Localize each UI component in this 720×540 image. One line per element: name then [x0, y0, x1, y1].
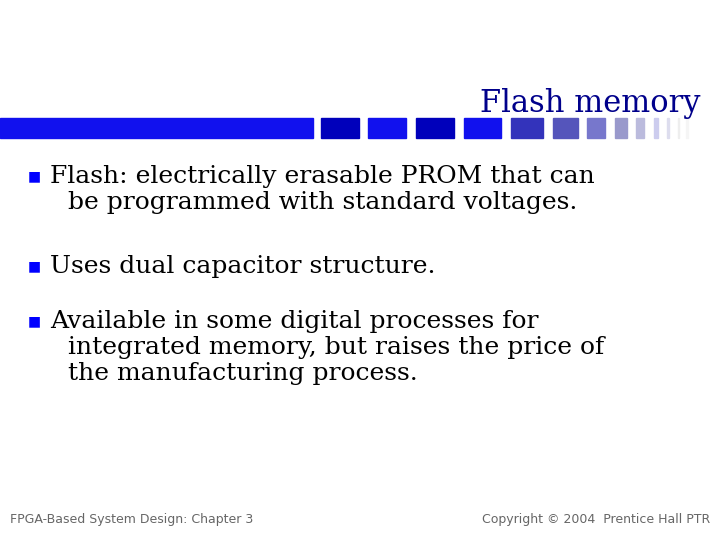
Bar: [615, 118, 626, 138]
Bar: [0, 118, 313, 138]
Bar: [321, 118, 359, 138]
Bar: [667, 118, 669, 138]
Text: be programmed with standard voltages.: be programmed with standard voltages.: [68, 191, 577, 214]
Text: ■: ■: [28, 259, 41, 273]
Text: Copyright © 2004  Prentice Hall PTR: Copyright © 2004 Prentice Hall PTR: [482, 513, 710, 526]
Text: Available in some digital processes for: Available in some digital processes for: [50, 310, 539, 333]
Text: the manufacturing process.: the manufacturing process.: [68, 362, 418, 385]
Bar: [553, 118, 577, 138]
Text: Flash: electrically erasable PROM that can: Flash: electrically erasable PROM that c…: [50, 165, 595, 188]
Bar: [654, 118, 657, 138]
Text: integrated memory, but raises the price of: integrated memory, but raises the price …: [68, 336, 604, 359]
Bar: [369, 118, 406, 138]
Bar: [636, 118, 644, 138]
Bar: [686, 118, 688, 138]
Text: Uses dual capacitor structure.: Uses dual capacitor structure.: [50, 255, 436, 278]
Bar: [464, 118, 501, 138]
Text: ■: ■: [28, 314, 41, 328]
Text: ■: ■: [28, 169, 41, 183]
Bar: [416, 118, 454, 138]
Bar: [511, 118, 543, 138]
Text: Flash memory: Flash memory: [480, 88, 700, 119]
Text: FPGA-Based System Design: Chapter 3: FPGA-Based System Design: Chapter 3: [10, 513, 253, 526]
Bar: [588, 118, 605, 138]
